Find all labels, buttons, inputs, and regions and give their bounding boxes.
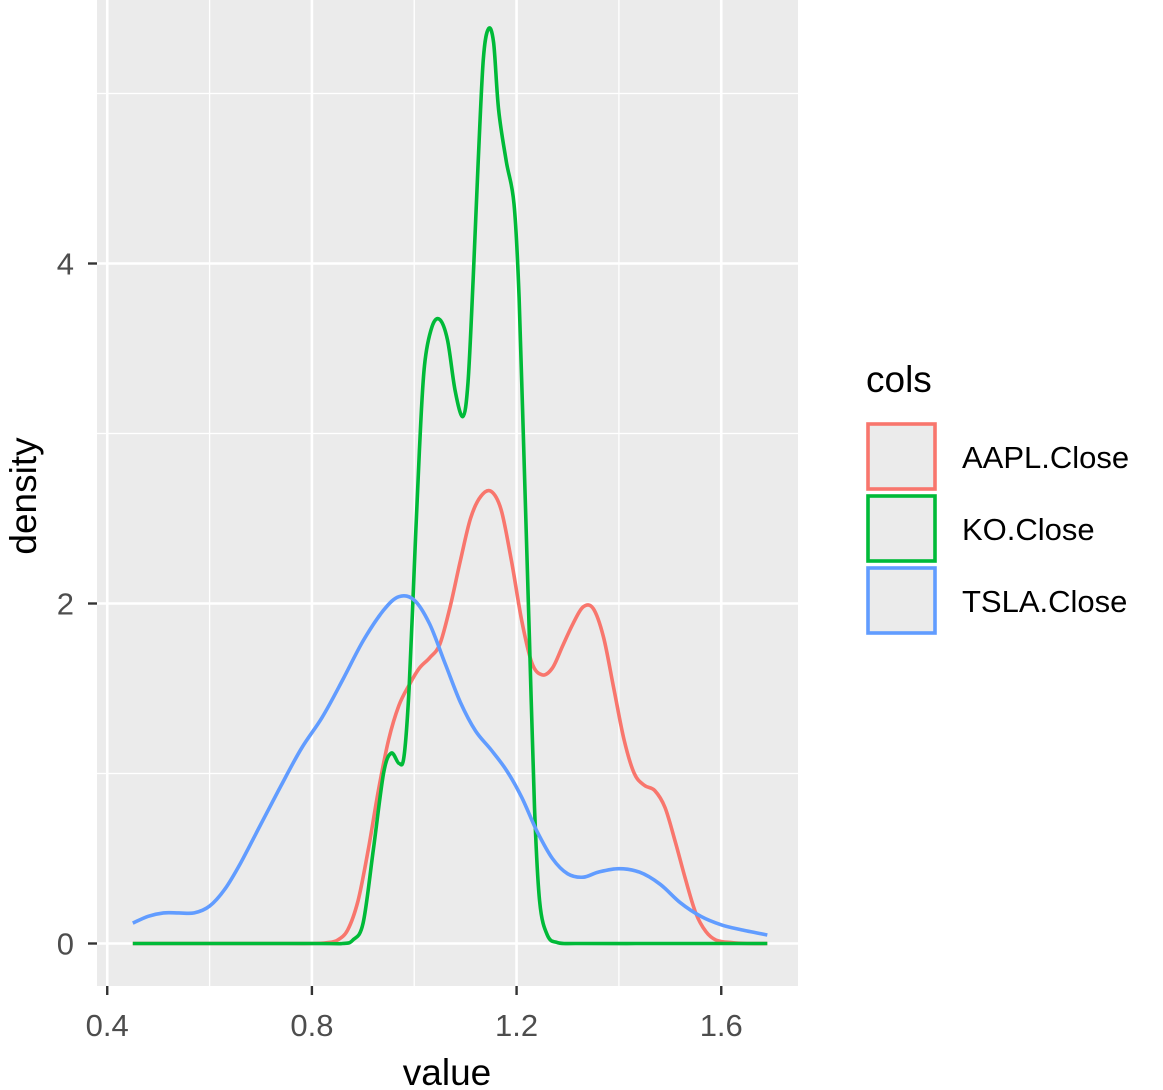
y-tick-label: 4 [57,247,74,282]
panel-background [97,0,798,986]
tsla-close-density-line [132,594,768,937]
ko-close-legend-label: KO.Close [962,512,1095,547]
axis-tick-labels: 0.4 0.8 1.2 1.6 0 2 4 [57,247,743,1044]
series-lines [132,26,768,946]
x-tick-label: 1.6 [700,1008,743,1043]
ko-close-legend-key [866,494,937,563]
x-axis-title: value [403,1052,491,1090]
y-tick-label: 0 [57,927,74,962]
tsla-close-legend-label: TSLA.Close [962,584,1127,619]
aapl-close-legend-label: AAPL.Close [962,440,1129,475]
minor-gridlines [97,0,798,986]
x-tick-label: 0.8 [290,1008,333,1043]
y-tick-label: 2 [57,587,74,622]
x-tick-label: 0.4 [86,1008,129,1043]
legend-title: cols [866,359,932,400]
ko-close-density-line [132,26,768,946]
aapl-close-legend-key [866,422,937,491]
axis-ticks [88,262,723,995]
y-axis-title: density [3,437,44,555]
x-tick-label: 1.2 [495,1008,538,1043]
aapl-close-density-line [132,488,768,946]
legend: cols AAPL.Close KO.Close TSLA.Close [866,359,1129,635]
tsla-close-legend-key [866,566,937,635]
